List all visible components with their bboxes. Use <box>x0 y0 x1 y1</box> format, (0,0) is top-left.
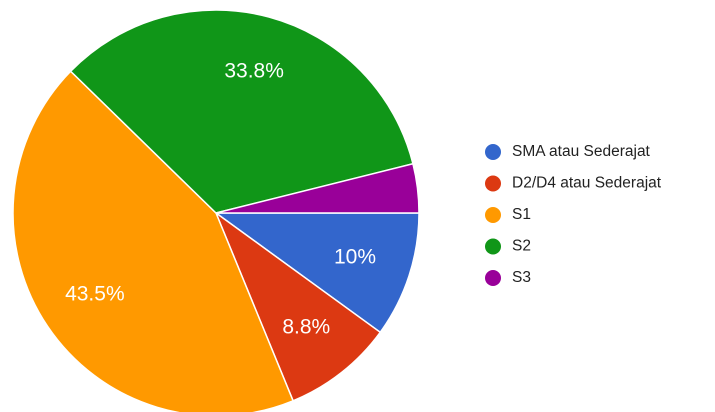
pie-slice <box>214 210 382 402</box>
slice-label: 33.8% <box>224 59 284 82</box>
legend-swatch <box>485 270 501 286</box>
legend-swatch <box>485 175 501 192</box>
slice-label: 10% <box>334 246 376 269</box>
slice-label: 8.8% <box>282 315 330 338</box>
legend-label: S2 <box>512 238 531 255</box>
legend-label: S1 <box>512 206 531 223</box>
slice-label: 43.5% <box>65 282 125 305</box>
legend-swatch <box>485 144 501 160</box>
pie-slice <box>213 212 420 334</box>
pie-slice <box>69 9 414 214</box>
legend-swatch <box>485 238 501 255</box>
pie-slice <box>215 162 420 214</box>
pie-slice <box>12 70 295 412</box>
legend-label: S3 <box>512 269 531 286</box>
legend-swatch <box>485 207 501 223</box>
legend-label: D2/D4 atau Sederajat <box>512 175 662 192</box>
legend-label: SMA atau Sederajat <box>512 143 651 160</box>
